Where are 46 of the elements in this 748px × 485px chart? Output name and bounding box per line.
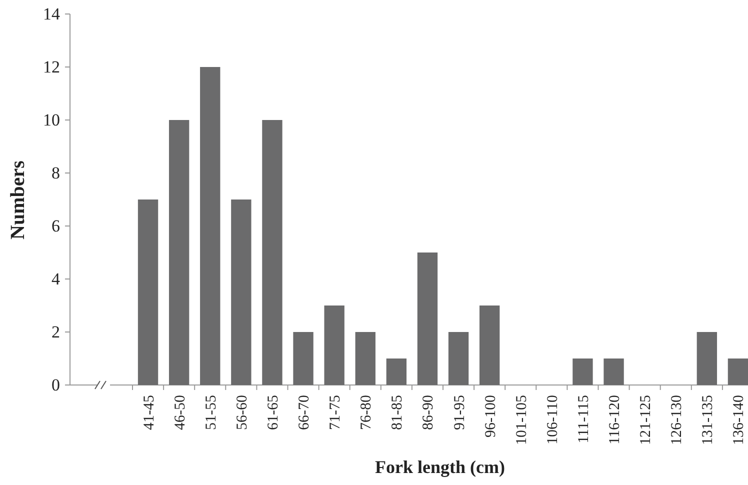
bar: [138, 200, 158, 385]
x-tick-label: 126-130: [669, 395, 686, 445]
x-tick-label: 131-135: [700, 395, 716, 445]
x-tick-label: 71-75: [328, 395, 344, 430]
bar: [168, 120, 190, 385]
x-tick-label: 116-120: [607, 395, 624, 444]
y-tick-label: 14: [43, 4, 60, 24]
y-tick-label: 6: [52, 216, 60, 236]
x-tick-label: 46-50: [172, 395, 188, 430]
x-tick-label: 51-55: [203, 395, 220, 430]
x-tick-label: 66-70: [296, 395, 313, 430]
y-tick-label: 12: [43, 57, 60, 76]
bar: [262, 120, 282, 385]
bar: [231, 200, 252, 385]
x-tick-label: 106-110: [544, 395, 561, 444]
x-tick-label: 96-100: [482, 395, 499, 438]
y-tick-label: 8: [52, 163, 60, 182]
x-tick-label: 56-60: [234, 395, 250, 430]
bar: [696, 332, 718, 385]
bar: [604, 358, 624, 385]
y-tick-label: 2: [52, 322, 60, 342]
x-tick-label: 81-85: [390, 395, 406, 430]
x-tick-label: 121-125: [638, 395, 654, 445]
y-axis-title: Numbers: [7, 160, 29, 240]
bar: [728, 358, 748, 385]
x-tick-label: 76-80: [358, 395, 375, 430]
x-axis-title: Fork length (cm): [375, 457, 505, 477]
x-tick-label: 61-65: [265, 395, 282, 430]
x-tick-label: 101-105: [514, 395, 530, 445]
bar: [479, 306, 500, 385]
x-tick-label: 111-115: [576, 395, 592, 444]
x-tick-label: 41-45: [141, 395, 158, 430]
bar: [572, 358, 593, 385]
y-tick-label: 4: [52, 269, 60, 288]
bar: [386, 358, 407, 385]
bar: [417, 252, 438, 385]
bar: [293, 332, 314, 385]
bar: [200, 67, 220, 385]
x-tick-label: 86-90: [420, 395, 437, 430]
y-tick-label: 10: [43, 110, 60, 130]
x-tick-label: 91-95: [452, 395, 468, 430]
bar: [448, 332, 469, 385]
y-tick-label: 0: [52, 375, 60, 394]
bar: [324, 306, 344, 385]
bar: [355, 332, 376, 385]
x-tick-label: 136-140: [731, 395, 748, 445]
